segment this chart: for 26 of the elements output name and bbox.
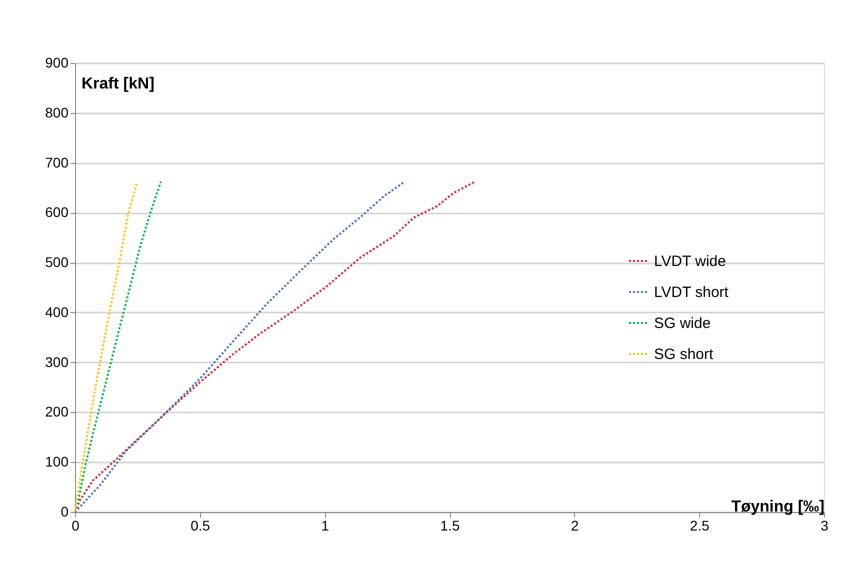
y-tick-label: 700	[45, 154, 69, 170]
line-series	[74, 180, 138, 513]
y-tick-label: 400	[45, 304, 69, 320]
legend-label: LVDT short	[654, 284, 730, 301]
x-tick-label: 2.5	[690, 518, 710, 534]
y-tick-label: 300	[45, 354, 69, 370]
y-tick-label: 0	[60, 504, 69, 520]
y-tick-label: 800	[45, 104, 69, 120]
x-tick-label: 0.5	[190, 518, 210, 534]
x-tick-label: 0	[72, 518, 80, 534]
legend-label: SG wide	[654, 315, 711, 332]
y-tick-label: 100	[45, 454, 69, 470]
x-tick-label: 1.5	[440, 518, 460, 534]
legend-label: SG short	[654, 346, 714, 363]
y-tick-label: 500	[45, 254, 69, 270]
y-axis-title: Kraft [kN]	[82, 76, 154, 92]
legend-label: LVDT wide	[654, 253, 726, 270]
y-tick-label: 600	[45, 204, 69, 220]
x-tick-label: 1	[321, 518, 330, 534]
y-tick-label: 200	[45, 404, 69, 420]
x-tick-label: 2	[570, 518, 579, 534]
line-series	[74, 180, 406, 513]
y-tick-label: 900	[45, 54, 69, 70]
x-tick-label: 3	[820, 518, 829, 534]
line-series	[74, 180, 162, 513]
x-axis-title: Tøyning [‰]	[731, 498, 824, 516]
